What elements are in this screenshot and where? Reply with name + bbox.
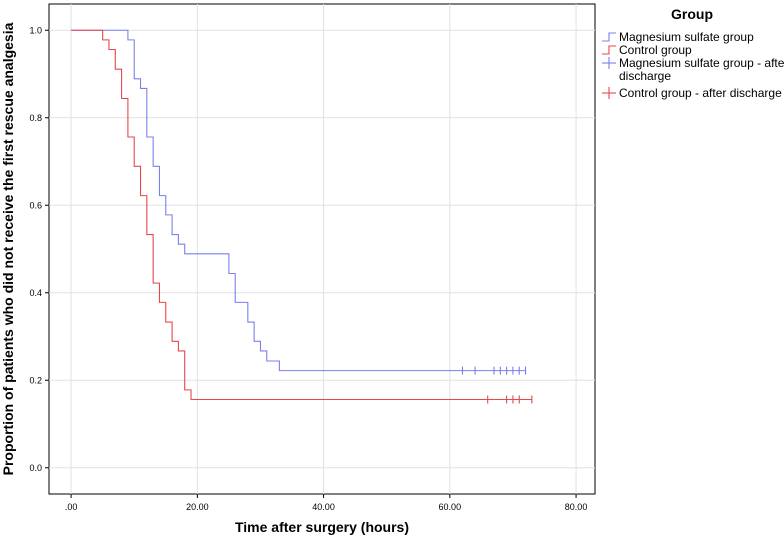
grid-lines: [49, 4, 595, 494]
x-tick-label: 20.00: [186, 502, 209, 512]
x-tick-label: .00: [65, 502, 78, 512]
plot-frame: [48, 3, 596, 495]
axis-ticks: .00 20.00 40.00 60.00 80.00 0.0 0.2 0.4 0.6 0.8 1.…: [29, 25, 587, 512]
legend-label: Magnesium sulfate group: [619, 30, 754, 44]
y-tick-label: 0.4: [29, 288, 42, 298]
series-control-group: [71, 29, 533, 404]
series-layer: [71, 29, 533, 404]
x-tick-label: 80.00: [565, 502, 588, 512]
y-axis-title: Proportion of patients who did not recei…: [0, 22, 16, 475]
y-tick-label: 0.6: [29, 200, 42, 210]
legend-step-swatch: [602, 45, 616, 55]
survival-step-line: [71, 29, 526, 372]
survival-step-line: [71, 29, 532, 401]
y-tick-label: 0.0: [29, 463, 42, 473]
x-tick-label: 60.00: [439, 502, 462, 512]
legend-label: Control group: [619, 43, 692, 57]
x-axis-title: Time after surgery (hours): [235, 519, 409, 535]
legend-item: Control group - after discharge: [602, 86, 782, 100]
legend-item: Control group: [602, 43, 692, 57]
legend-label: Magnesium sulfate group - after: [619, 56, 784, 70]
y-tick-label: 1.0: [29, 25, 42, 35]
legend-item: Magnesium sulfate group: [602, 30, 754, 44]
legend-step-swatch: [602, 32, 616, 42]
y-tick-label: 0.8: [29, 113, 42, 123]
series-magnesium-sulfate-group: [71, 29, 527, 375]
legend-label: Control group - after discharge: [619, 86, 782, 100]
legend-title: Group: [671, 6, 713, 22]
y-tick-label: 0.2: [29, 375, 42, 385]
legend-label: discharge: [619, 69, 671, 83]
x-tick-label: 40.00: [312, 502, 335, 512]
